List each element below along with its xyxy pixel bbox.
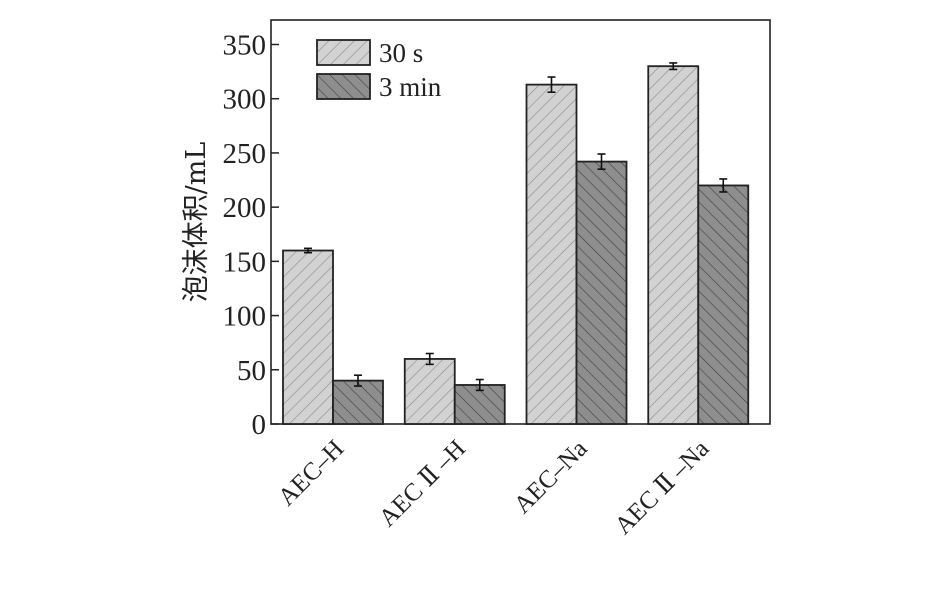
legend-label: 30 s [379,38,423,68]
y-tick-label: 300 [223,84,267,116]
bar [282,249,334,425]
legend-swatch [316,73,371,100]
y-tick-label: 200 [223,192,267,224]
legend-swatch [316,39,371,66]
bar [332,379,384,425]
x-tick-label: AEC–Na [509,435,593,519]
legend-label: 3 min [379,72,442,102]
y-tick-label: 250 [223,138,267,170]
plot-area: 0 50 100 150 200 250 300 350 AEC–H AEC Ⅱ –H AEC–Na… [223,19,771,540]
x-tick-label: AEC Ⅱ –H [374,435,471,532]
y-tick-label: 350 [223,30,267,62]
x-tick-label: AEC Ⅱ –Na [610,435,715,540]
bar [403,358,456,425]
y-tick-label: 0 [252,409,267,441]
plot-frame [270,19,771,425]
x-tick-label: AEC–H [273,435,349,511]
bar [647,65,700,425]
y-tick-label: 150 [223,246,267,278]
bar [525,83,578,425]
bar [575,160,628,425]
y-axis-label: 泡沫体积/mL [181,142,212,303]
y-tick-label: 100 [223,301,267,333]
bar [697,184,750,425]
y-tick-label: 50 [237,355,266,387]
